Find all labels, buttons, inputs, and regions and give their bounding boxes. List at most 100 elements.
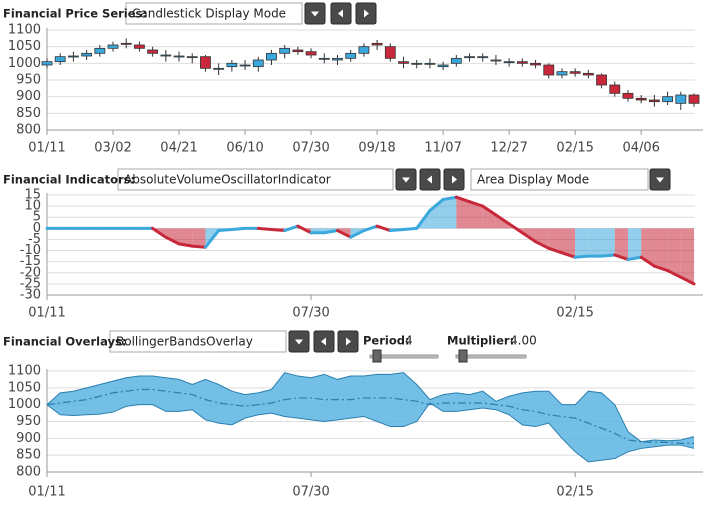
y-tick-label: -10	[20, 243, 41, 258]
dropdown[interactable]	[470, 168, 649, 191]
line-segment	[679, 275, 696, 286]
candle-body	[252, 59, 264, 68]
y-tick-label: 850	[16, 106, 41, 121]
y-tick-label: -20	[20, 265, 41, 280]
button-icon	[656, 177, 664, 183]
button-icon	[402, 177, 410, 183]
section-label: Financial Price Series:	[3, 7, 147, 21]
y-tick-label: 1000	[8, 397, 41, 412]
x-tick-label: 09/18	[358, 141, 395, 156]
candle-body	[635, 97, 647, 101]
candle-body	[490, 59, 502, 62]
y-tick-label: 10	[24, 199, 41, 214]
y-tick-label: 800	[16, 465, 41, 480]
line-segment	[230, 226, 247, 231]
candle-body	[81, 52, 93, 57]
line-segment	[600, 253, 617, 258]
candle-body	[200, 56, 211, 69]
area-segment	[482, 206, 496, 229]
line-segment	[190, 244, 207, 249]
line-segment	[322, 229, 339, 235]
line-segment	[468, 200, 485, 208]
area-segment	[575, 228, 589, 258]
candle-body	[239, 64, 251, 67]
y-tick-label: 1100	[8, 364, 41, 379]
candle-body	[688, 94, 700, 104]
candle-body	[147, 49, 159, 54]
band-area	[47, 372, 694, 462]
slider-thumb[interactable]	[372, 349, 382, 363]
candle-body	[54, 56, 66, 63]
candle-body	[107, 44, 119, 49]
line-segment	[666, 269, 683, 279]
line-segment	[534, 240, 551, 250]
candle-body	[477, 56, 489, 59]
area-segment	[601, 228, 615, 257]
line-segment	[283, 224, 300, 233]
x-tick-label: 02/15	[556, 485, 593, 500]
section-label: Financial Overlays:	[3, 335, 126, 349]
y-tick-label: 15	[24, 188, 41, 203]
dropdown[interactable]	[125, 2, 303, 25]
x-tick-label: 07/30	[292, 306, 329, 321]
period-value: 4	[405, 334, 413, 348]
x-tick-label: 01/11	[28, 141, 65, 156]
x-tick-label: 02/15	[556, 141, 593, 156]
dropdown[interactable]	[117, 168, 394, 191]
candle-body	[266, 52, 277, 61]
area-segment	[429, 199, 444, 229]
line-segment	[217, 227, 234, 233]
candle-body	[411, 62, 423, 65]
middle-band	[46, 388, 694, 444]
y-tick-label: 950	[16, 73, 41, 88]
candle-body	[384, 46, 396, 59]
line-segment	[151, 226, 168, 239]
slider-track[interactable]	[369, 354, 439, 359]
area-segment	[667, 228, 681, 278]
line-segment	[415, 209, 432, 230]
y-tick-label: 1100	[8, 23, 41, 38]
y-tick-label: 1050	[8, 380, 41, 395]
area-segment	[654, 228, 668, 271]
x-tick-label: 06/10	[226, 141, 263, 156]
dropdown[interactable]	[109, 330, 287, 353]
area-segment	[680, 228, 694, 284]
candle-body	[213, 67, 225, 70]
x-tick-label: 02/15	[556, 306, 593, 321]
candle-body	[345, 52, 357, 59]
candle-body	[622, 92, 634, 99]
x-tick-label: 04/06	[622, 141, 659, 156]
slider-track[interactable]	[455, 354, 527, 359]
line-segment	[177, 242, 194, 248]
x-tick-label: 03/02	[94, 141, 131, 156]
candle-body	[569, 71, 581, 74]
candle-body	[516, 61, 528, 64]
candle-body	[464, 56, 475, 59]
line-segment	[375, 224, 392, 233]
upper-band	[46, 372, 695, 443]
line-segment	[362, 224, 379, 233]
area-segment	[165, 228, 180, 244]
line-segment	[269, 227, 287, 233]
x-tick-label: 01/11	[28, 306, 65, 321]
line-segment	[613, 253, 630, 261]
line-segment	[203, 229, 221, 249]
x-tick-label: 01/11	[28, 485, 65, 500]
candle-body	[662, 96, 673, 103]
line-segment	[164, 235, 181, 246]
line-segment	[481, 204, 498, 217]
y-tick-label: 800	[16, 123, 41, 138]
area-segment	[548, 228, 562, 253]
candle-body	[134, 44, 145, 49]
lower-band	[46, 402, 695, 463]
slider-thumb[interactable]	[458, 349, 468, 363]
line-segment	[573, 254, 590, 259]
candle-body	[279, 47, 291, 54]
candle-body	[675, 94, 687, 104]
area-segment	[179, 228, 193, 247]
candle-body	[358, 46, 370, 54]
candle-body	[292, 49, 304, 53]
candle-body	[648, 99, 660, 103]
line-segment	[428, 197, 445, 213]
